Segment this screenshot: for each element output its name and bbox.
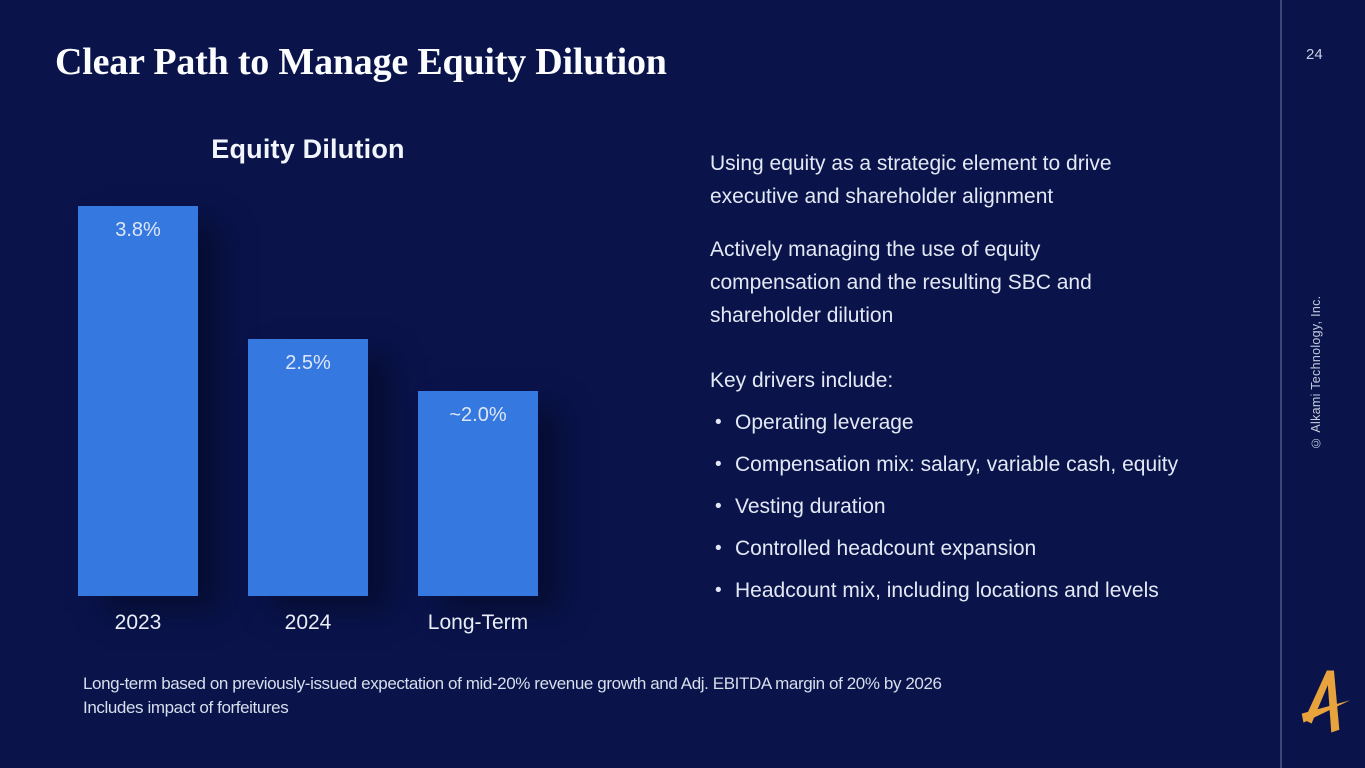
- bar: ~2.0%: [418, 391, 538, 596]
- key-drivers-header: Key drivers include:: [710, 369, 894, 392]
- bullet-item: • Vesting duration: [710, 490, 1282, 523]
- bar-value-label: 2.5%: [285, 352, 331, 374]
- bar-column-2023: 3.8% 2023: [78, 206, 198, 634]
- bullet-icon: •: [715, 412, 722, 433]
- bullet-text: Compensation mix: salary, variable cash,…: [735, 453, 1179, 476]
- bullet-icon: •: [715, 496, 722, 517]
- bar-category-label: Long-Term: [427, 611, 529, 634]
- bar-category-label: 2023: [114, 611, 162, 634]
- key-drivers-list: • Operating leverage • Compensation mix: sa…: [710, 406, 1282, 607]
- copyright-vertical-text: © Alkami Technology, Inc.: [1309, 295, 1323, 451]
- alkami-logo-icon: [1299, 664, 1351, 740]
- bullet-text: Controlled headcount expansion: [735, 537, 1037, 560]
- bar: 3.8%: [78, 206, 198, 596]
- bar-group: 3.8% 2023 2.5% 2024 ~2.0% Long-Term: [78, 206, 538, 634]
- bullet-text: Operating leverage: [735, 411, 914, 434]
- chart-title: Equity Dilution: [211, 134, 405, 164]
- bullet-item: • Controlled headcount expansion: [710, 532, 1282, 565]
- bullet-item: • Compensation mix: salary, variable cash…: [710, 448, 1282, 481]
- bullet-icon: •: [715, 454, 722, 475]
- slide-title: Clear Path to Manage Equity Dilution: [55, 41, 667, 83]
- right-divider-line: [1280, 0, 1282, 768]
- bullet-item: • Operating leverage: [710, 406, 1282, 439]
- page-number: 24: [1306, 46, 1323, 63]
- bullet-item: • Headcount mix, including locations and …: [710, 574, 1282, 607]
- bar-category-label: 2024: [284, 611, 332, 634]
- bullet-icon: •: [715, 580, 722, 601]
- bullet-icon: •: [715, 538, 722, 559]
- bar: 2.5%: [248, 339, 368, 596]
- bar-column-Long-Term: ~2.0% Long-Term: [418, 206, 538, 634]
- footnote: Long-term based on previously-issued exp…: [83, 674, 942, 717]
- bullet-text: Headcount mix, including locations and l…: [735, 579, 1159, 602]
- bar-value-label: ~2.0%: [449, 404, 507, 426]
- bar-value-label: 3.8%: [115, 219, 161, 241]
- paragraph-managing-equity: Actively managing the use of equity comp…: [710, 238, 1092, 327]
- paragraph-equity-strategy: Using equity as a strategic element to d…: [710, 152, 1112, 208]
- right-text-column: Using equity as a strategic element to d…: [710, 147, 1282, 616]
- bullet-text: Vesting duration: [735, 495, 886, 518]
- bar-column-2024: 2.5% 2024: [248, 206, 368, 634]
